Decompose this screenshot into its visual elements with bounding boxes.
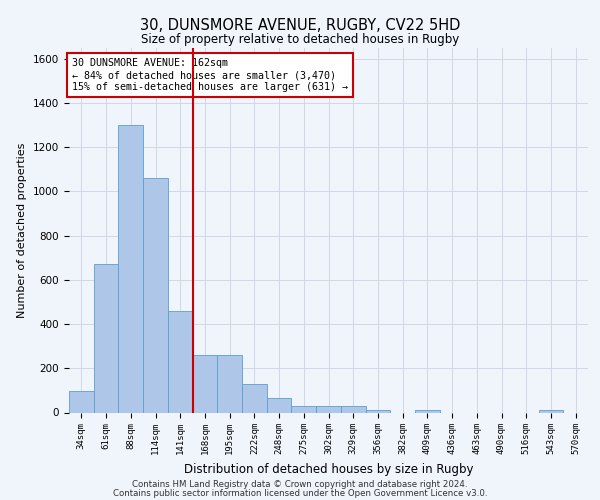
Text: Contains public sector information licensed under the Open Government Licence v3: Contains public sector information licen… [113, 488, 487, 498]
Bar [415, 410, 440, 412]
Bar [539, 410, 563, 412]
Text: Contains HM Land Registry data © Crown copyright and database right 2024.: Contains HM Land Registry data © Crown c… [132, 480, 468, 489]
Bar [118, 125, 143, 412]
Bar [193, 355, 217, 412]
Text: 30, DUNSMORE AVENUE, RUGBY, CV22 5HD: 30, DUNSMORE AVENUE, RUGBY, CV22 5HD [140, 18, 460, 32]
Bar [316, 406, 341, 412]
Bar [292, 406, 316, 412]
Bar [143, 178, 168, 412]
Bar [341, 406, 365, 412]
Bar [168, 310, 193, 412]
Text: Size of property relative to detached houses in Rugby: Size of property relative to detached ho… [141, 32, 459, 46]
Text: 30 DUNSMORE AVENUE: 162sqm
← 84% of detached houses are smaller (3,470)
15% of s: 30 DUNSMORE AVENUE: 162sqm ← 84% of deta… [71, 58, 347, 92]
Bar [267, 398, 292, 412]
Bar [217, 355, 242, 412]
Bar [94, 264, 118, 412]
Bar [365, 410, 390, 412]
Bar [242, 384, 267, 412]
Bar [69, 392, 94, 412]
Y-axis label: Number of detached properties: Number of detached properties [17, 142, 28, 318]
X-axis label: Distribution of detached houses by size in Rugby: Distribution of detached houses by size … [184, 463, 473, 476]
